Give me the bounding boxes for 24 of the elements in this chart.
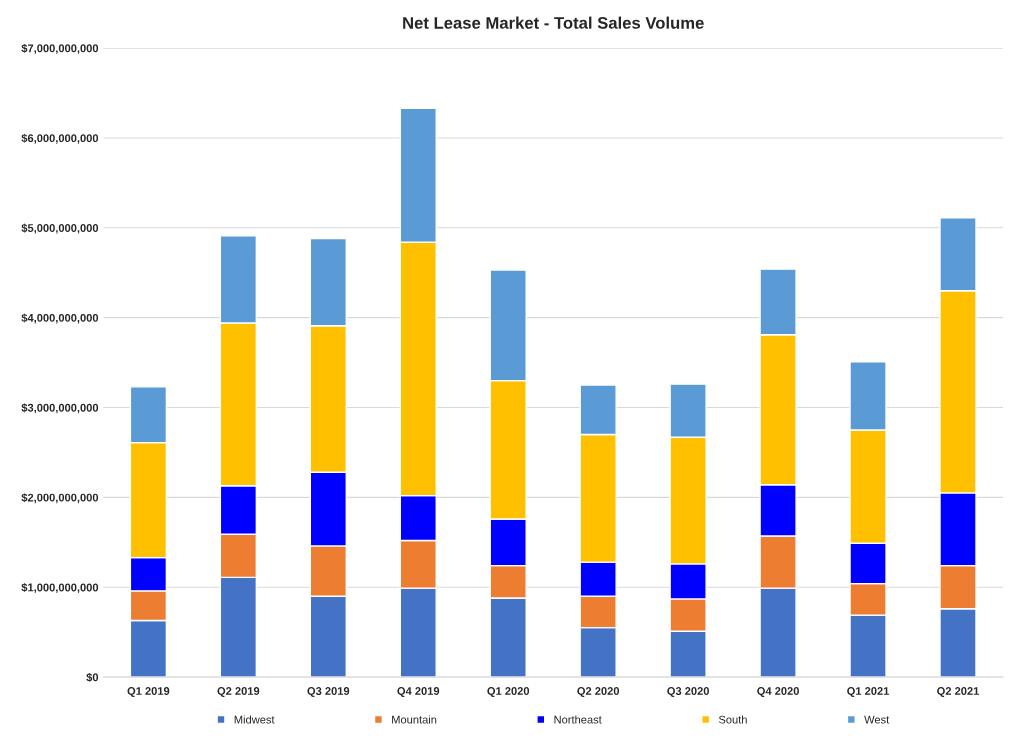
y-tick-label: $6,000,000,000 — [21, 133, 99, 144]
legend-label: West — [864, 715, 890, 724]
legend-label: Midwest — [234, 715, 275, 724]
y-tick-label: $4,000,000,000 — [21, 313, 99, 324]
x-tick-label: Q1 2020 — [487, 687, 530, 698]
y-tick-label: $0 — [86, 672, 99, 682]
x-tick-label: Q4 2020 — [757, 687, 799, 698]
x-tick-label: Q2 2021 — [937, 687, 980, 698]
chart-title: Net Lease Market - Total Sales Volume — [403, 16, 704, 29]
y-tick-label: $1,000,000,000 — [21, 583, 99, 593]
y-tick-label: $7,000,000,000 — [21, 43, 99, 54]
legend-label: Mountain — [392, 715, 437, 724]
y-tick-label: $5,000,000,000 — [21, 223, 99, 234]
x-tick-label: Q1 2021 — [847, 687, 890, 698]
y-tick-label: $2,000,000,000 — [21, 493, 99, 504]
y-tick-label: $3,000,000,000 — [21, 403, 99, 414]
legend-label: Northeast — [554, 715, 602, 724]
legend-label: South — [718, 715, 747, 724]
x-tick-label: Q2 2019 — [217, 687, 260, 698]
x-tick-label: Q3 2020 — [667, 687, 709, 698]
x-tick-label: Q4 2019 — [397, 687, 440, 698]
x-tick-label: Q3 2019 — [307, 687, 350, 698]
x-tick-label: Q1 2019 — [127, 687, 170, 698]
x-tick-label: Q2 2020 — [577, 687, 620, 698]
